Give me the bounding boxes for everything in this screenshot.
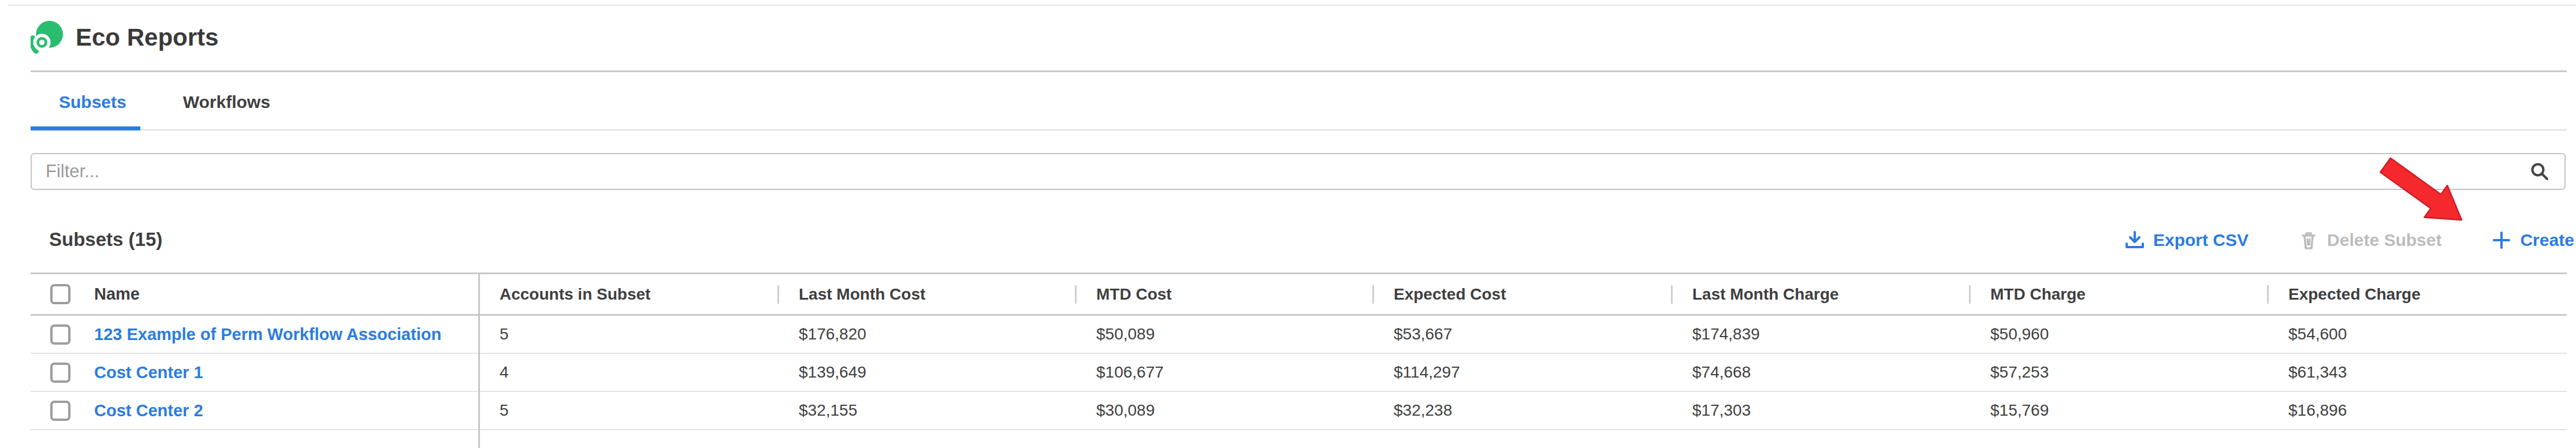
filter-container (31, 153, 2566, 190)
delete-subset-label: Delete Subset (2327, 230, 2441, 250)
accounts-cell: 5 (478, 401, 777, 420)
accounts-cell: 5 (478, 325, 777, 344)
last-month-charge-cell: $17,303 (1671, 401, 1969, 420)
table-row: Cost Center 1 4 $139,649 $106,677 $114,2… (31, 354, 2567, 392)
subset-name-link[interactable]: Cost Center 1 (94, 363, 203, 382)
action-bar: Export CSV Delete Subset Create Subset (2124, 230, 2576, 251)
expected-cost-cell: $114,297 (1372, 363, 1671, 382)
row-name-cell: Cost Center 1 (31, 363, 478, 383)
row-checkbox[interactable] (50, 401, 70, 421)
last-month-cost-cell: $139,649 (777, 363, 1075, 382)
header-cell-mtd-charge[interactable]: MTD Charge (1969, 285, 2267, 304)
plus-icon (2491, 230, 2512, 251)
app-header: Eco Reports (31, 17, 218, 58)
select-all-checkbox[interactable] (50, 284, 70, 304)
header-cell-expected-cost[interactable]: Expected Cost (1372, 285, 1671, 304)
row-checkbox[interactable] (50, 324, 70, 345)
tab-workflows[interactable]: Workflows (183, 90, 270, 114)
tab-active-indicator (31, 126, 140, 130)
last-month-charge-cell: $74,668 (1671, 363, 1969, 382)
header-cell-last-month-cost[interactable]: Last Month Cost (777, 285, 1075, 304)
last-month-cost-cell: $32,155 (777, 401, 1075, 420)
table-row: Cost Center 2 5 $32,155 $30,089 $32,238 … (31, 392, 2567, 430)
tab-subsets[interactable]: Subsets (59, 90, 126, 114)
accounts-cell: 4 (478, 363, 777, 382)
expected-charge-cell: $61,343 (2267, 363, 2567, 382)
mtd-charge-cell: $50,960 (1969, 325, 2267, 344)
header-cell-expected-charge[interactable]: Expected Charge (2267, 285, 2567, 304)
expected-cost-cell: $32,238 (1372, 401, 1671, 420)
mtd-charge-cell: $57,253 (1969, 363, 2267, 382)
table-row: 123 Example of Perm Workflow Association… (31, 316, 2567, 354)
name-column-divider (478, 272, 480, 448)
download-icon (2124, 230, 2145, 251)
search-icon[interactable] (2529, 161, 2551, 183)
table-header-row: Name Accounts in Subset Last Month Cost … (31, 274, 2567, 316)
row-name-cell: 123 Example of Perm Workflow Association (31, 324, 478, 345)
mtd-charge-cell: $15,769 (1969, 401, 2267, 420)
delete-subset-button[interactable]: Delete Subset (2298, 230, 2441, 251)
subset-name-link[interactable]: 123 Example of Perm Workflow Association (94, 325, 441, 344)
export-csv-button[interactable]: Export CSV (2124, 230, 2249, 251)
mtd-cost-cell: $50,089 (1075, 325, 1372, 344)
trash-icon (2298, 230, 2319, 251)
header-cell-name[interactable]: Name (31, 284, 478, 304)
subsets-count-heading: Subsets (15) (49, 229, 162, 251)
expected-charge-cell: $54,600 (2267, 325, 2567, 344)
row-name-cell: Cost Center 2 (31, 401, 478, 421)
subset-name-link[interactable]: Cost Center 2 (94, 401, 203, 420)
expected-charge-cell: $16,896 (2267, 401, 2567, 420)
create-subset-label: Create Subset (2520, 230, 2576, 250)
subsets-table: Name Accounts in Subset Last Month Cost … (31, 272, 2567, 430)
header-cell-mtd-cost[interactable]: MTD Cost (1075, 285, 1372, 304)
mtd-cost-cell: $30,089 (1075, 401, 1372, 420)
last-month-cost-cell: $176,820 (777, 325, 1075, 344)
column-header-name: Name (94, 285, 140, 304)
expected-cost-cell: $53,667 (1372, 325, 1671, 344)
header-cell-accounts[interactable]: Accounts in Subset (478, 285, 777, 304)
filter-input[interactable] (32, 154, 2564, 189)
last-month-charge-cell: $174,839 (1671, 325, 1969, 344)
header-divider (31, 70, 2567, 72)
header-cell-last-month-charge[interactable]: Last Month Charge (1671, 285, 1969, 304)
export-csv-label: Export CSV (2153, 230, 2249, 250)
top-hairline (8, 5, 2576, 6)
eco-reports-page: Eco Reports Subsets Workflows Subsets (1… (0, 0, 2576, 448)
mtd-cost-cell: $106,677 (1075, 363, 1372, 382)
eco-logo-icon (31, 20, 63, 55)
row-checkbox[interactable] (50, 363, 70, 383)
create-subset-button[interactable]: Create Subset (2491, 230, 2576, 251)
page-title: Eco Reports (76, 24, 218, 51)
tab-track (31, 129, 2567, 130)
tab-bar: Subsets Workflows (59, 90, 270, 114)
